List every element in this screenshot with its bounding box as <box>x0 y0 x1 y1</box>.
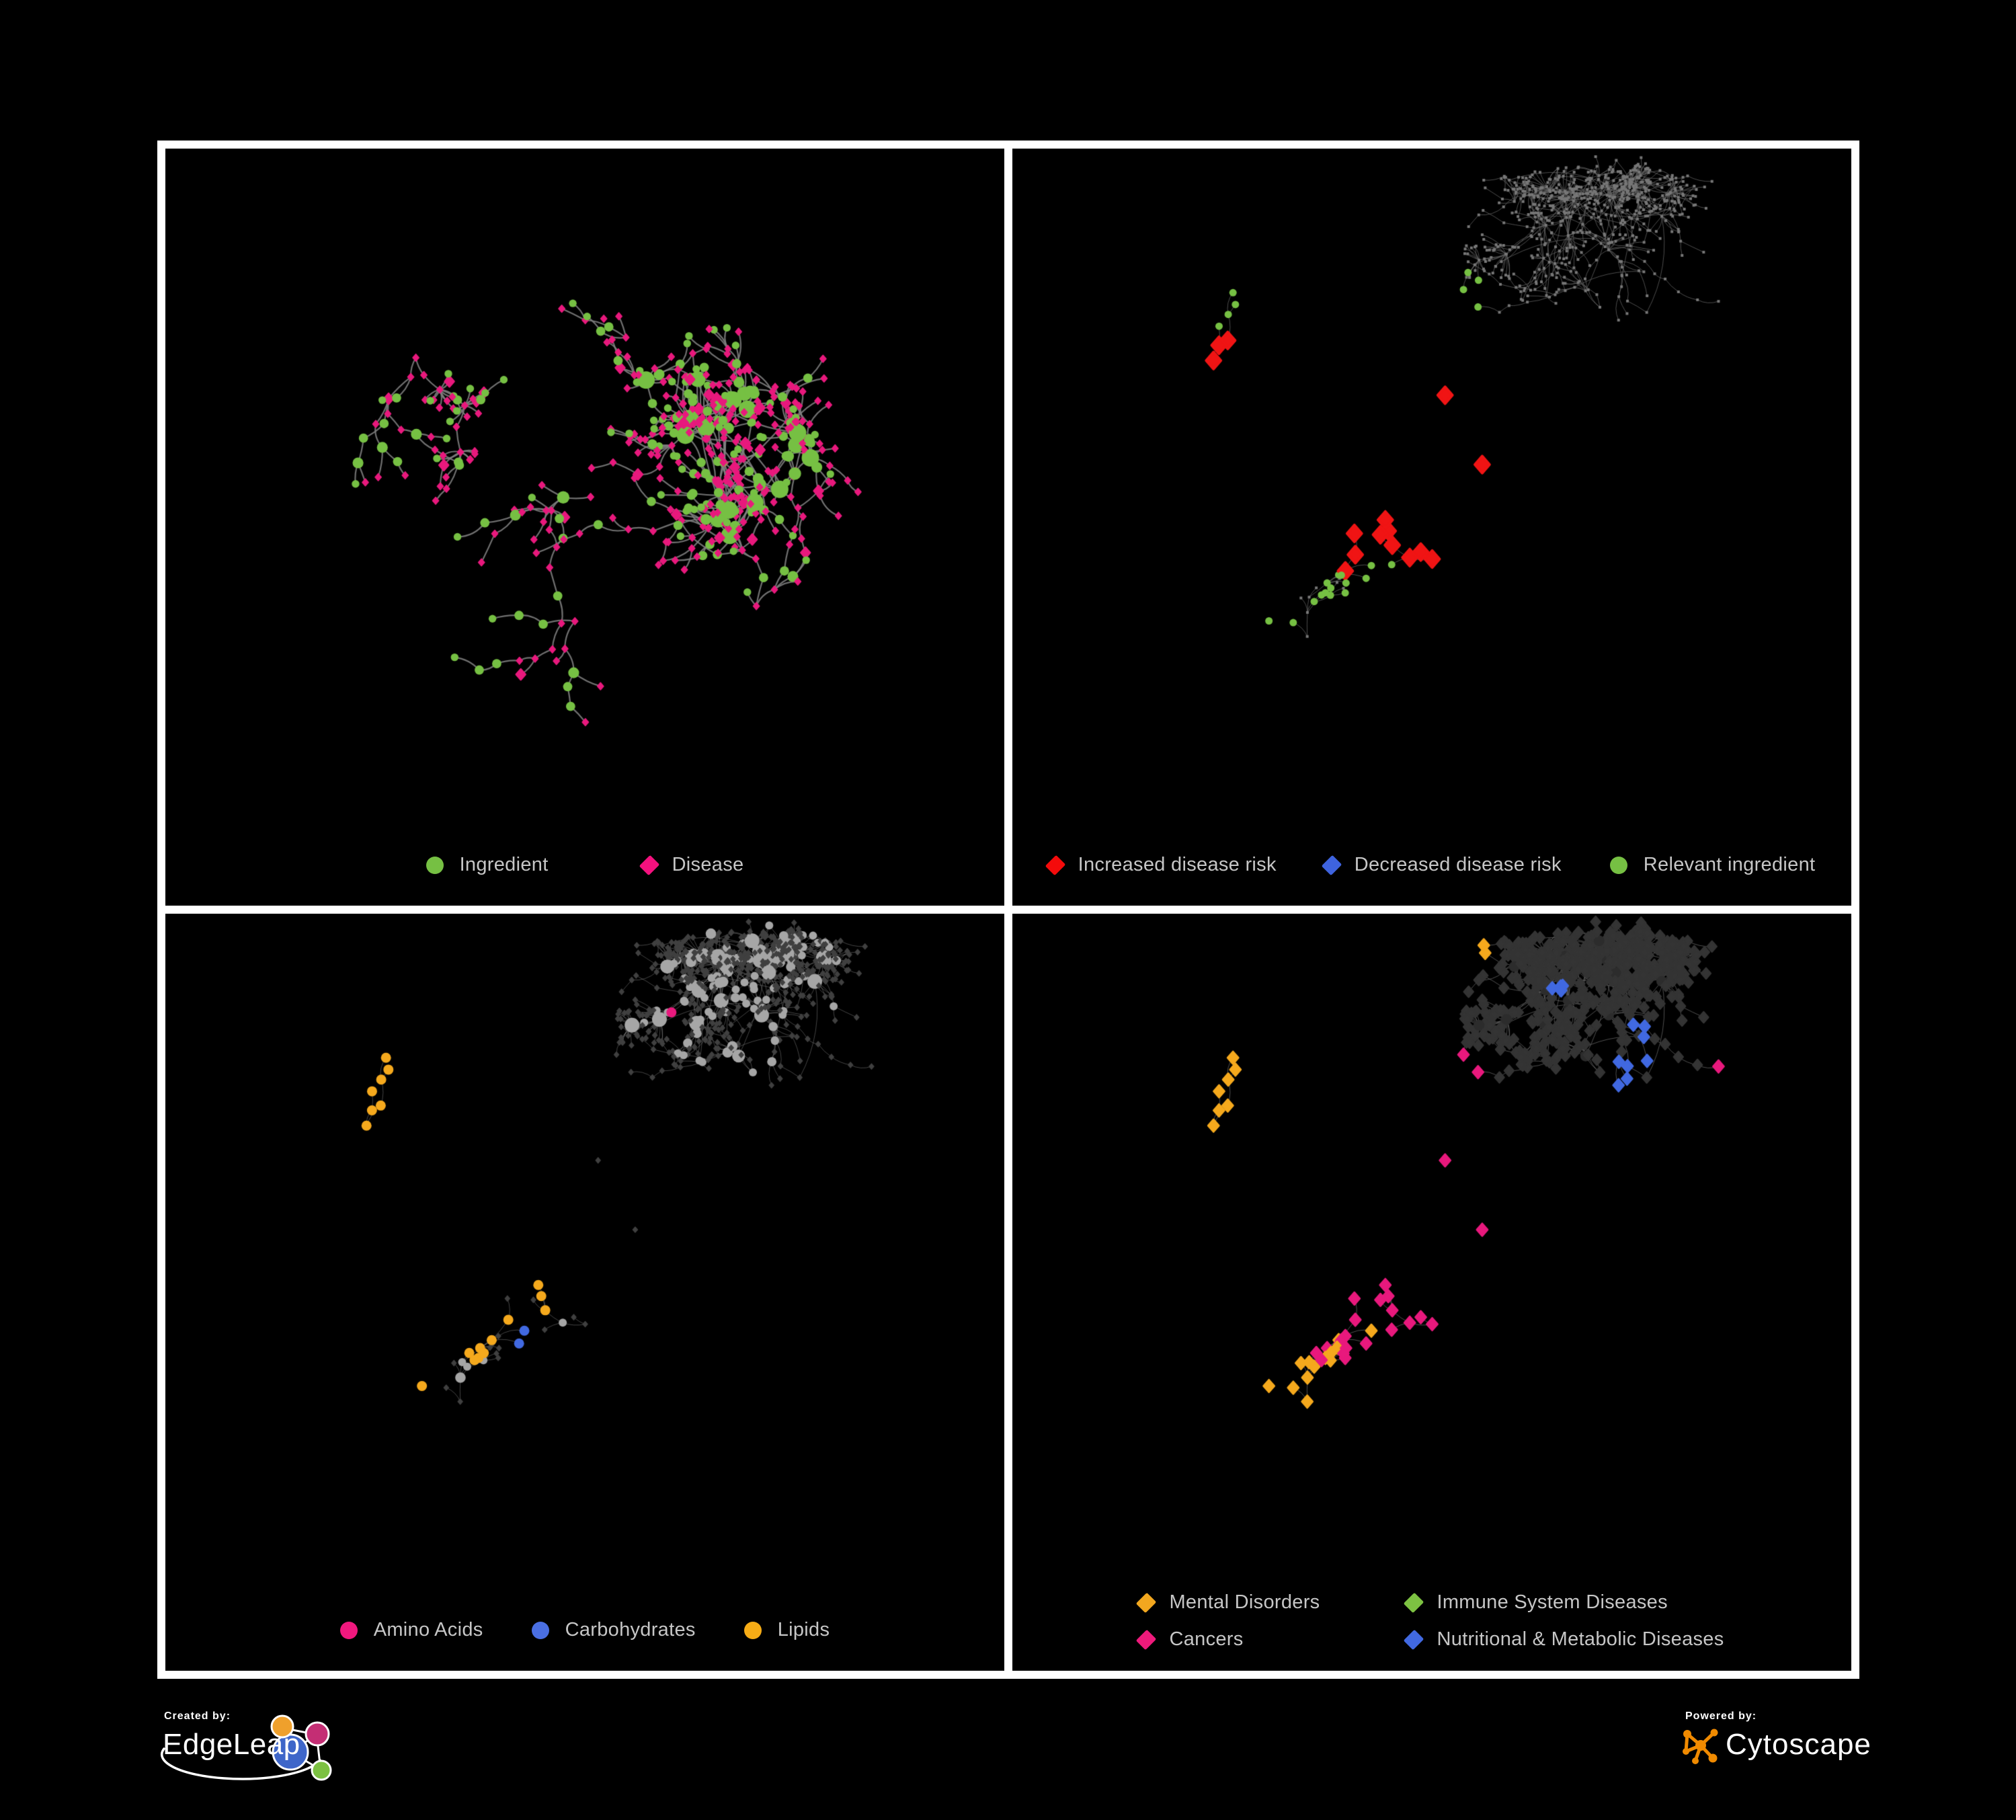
mental-disorders-diamond-icon <box>1136 1592 1157 1613</box>
relevant-ingredient-circle-icon <box>1609 856 1627 874</box>
legend-item-decreased-risk: Decreased disease risk <box>1321 854 1562 876</box>
legend-item-lipids: Lipids <box>743 1619 830 1641</box>
legend-label-relevant-ingredient: Relevant ingredient <box>1643 854 1816 875</box>
powered-by-block: Powered by: Cytoscape <box>1683 1706 1965 1807</box>
legend-label-nutritional-metabolic: Nutritional & Metabolic Diseases <box>1437 1628 1724 1650</box>
cytoscape-brand: Cytoscape <box>1726 1728 1871 1761</box>
legend-nutrient-classes: Amino Acids Carbohydrates Lipids <box>165 1619 1004 1641</box>
legend-label-carbohydrates: Carbohydrates <box>565 1619 696 1640</box>
legend-label-disease: Disease <box>672 854 744 875</box>
carbohydrates-circle-icon <box>531 1621 549 1639</box>
legend-label-amino-acids: Amino Acids <box>373 1619 483 1640</box>
cancers-diamond-icon <box>1136 1629 1157 1650</box>
panel-disease-categories: Mental Disorders Immune System Diseases … <box>1008 910 1855 1675</box>
nutritional-metabolic-diamond-icon <box>1404 1629 1424 1650</box>
legend-disease-categories: Mental Disorders Immune System Diseases … <box>1012 1591 1851 1651</box>
immune-diseases-diamond-icon <box>1404 1592 1424 1613</box>
legend-item-increased-risk: Increased disease risk <box>1045 854 1277 876</box>
legend-label-immune-diseases: Immune System Diseases <box>1437 1591 1668 1613</box>
increased-risk-diamond-icon <box>1045 855 1065 875</box>
created-by-label: Created by: <box>164 1710 231 1722</box>
legend-item-immune-diseases: Immune System Diseases <box>1404 1591 1724 1614</box>
legend-item-carbohydrates: Carbohydrates <box>531 1619 696 1641</box>
lipids-circle-icon <box>743 1621 762 1639</box>
network-disease-risk <box>1012 149 1851 906</box>
legend-label-increased-risk: Increased disease risk <box>1078 854 1277 875</box>
legend-item-disease: Disease <box>639 854 744 876</box>
legend-label-decreased-risk: Decreased disease risk <box>1354 854 1562 875</box>
legend-item-ingredient: Ingredient <box>426 854 549 876</box>
network-ingredient-disease <box>165 149 1004 906</box>
decreased-risk-diamond-icon <box>1321 855 1342 875</box>
legend-item-amino-acids: Amino Acids <box>339 1619 483 1641</box>
legend-label-ingredient: Ingredient <box>459 854 549 875</box>
powered-by-label: Powered by: <box>1685 1710 1757 1722</box>
legend-item-mental-disorders: Mental Disorders <box>1136 1591 1320 1614</box>
network-disease-categories <box>1012 914 1851 1671</box>
disease-diamond-icon <box>639 855 659 875</box>
panel-grid: Ingredient Disease Increased disease ris… <box>157 141 1859 1679</box>
legend-item-relevant-ingredient: Relevant ingredient <box>1609 854 1816 876</box>
legend-label-lipids: Lipids <box>777 1619 830 1640</box>
panel-nutrient-classes: Amino Acids Carbohydrates Lipids <box>161 910 1008 1675</box>
amino-acids-circle-icon <box>339 1621 358 1639</box>
ingredient-circle-icon <box>426 856 444 874</box>
network-nutrient-classes <box>165 914 1004 1671</box>
edgeleap-brand: EdgeLeap <box>163 1728 300 1761</box>
created-by-block: Created by: EdgeLeap <box>160 1706 497 1807</box>
panel-disease-risk: Increased disease risk Decreased disease… <box>1008 145 1855 910</box>
legend-label-cancers: Cancers <box>1169 1628 1244 1650</box>
legend-item-nutritional-metabolic: Nutritional & Metabolic Diseases <box>1404 1628 1724 1651</box>
panel-ingredient-disease: Ingredient Disease <box>161 145 1008 910</box>
legend-label-mental-disorders: Mental Disorders <box>1169 1591 1320 1613</box>
legend-item-cancers: Cancers <box>1136 1628 1320 1651</box>
cytoscape-logo-icon <box>1683 1729 1718 1764</box>
legend-ingredient-disease: Ingredient Disease <box>165 854 1004 876</box>
edgeleap-logo-icon <box>160 1714 332 1781</box>
legend-disease-risk: Increased disease risk Decreased disease… <box>1012 854 1851 876</box>
